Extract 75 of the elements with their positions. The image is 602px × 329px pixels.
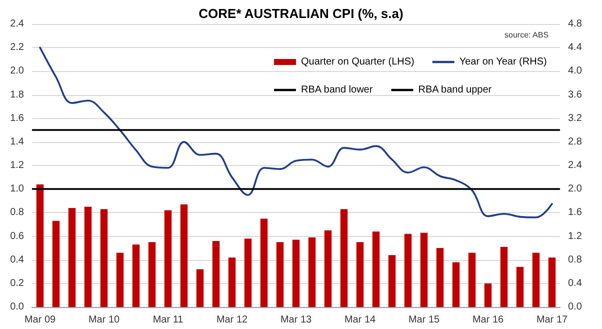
bar	[36, 184, 44, 307]
bar	[276, 242, 284, 307]
y-tick-label: 2.4	[10, 18, 24, 30]
x-tick-label: Mar 10	[88, 314, 120, 326]
legend-label: Quarter on Quarter (LHS)	[300, 56, 414, 68]
bar	[388, 255, 396, 307]
line-series	[39, 46, 553, 218]
y2-tick-label: 4.0	[568, 66, 582, 77]
bar	[324, 230, 332, 307]
x-tick-label: Mar 14	[344, 314, 376, 326]
bar	[532, 252, 540, 307]
bar	[292, 240, 300, 307]
chart-title: CORE* AUSTRALIAN CPI (%, s.a)	[198, 6, 404, 21]
y-tick-label: 1.4	[10, 136, 24, 148]
bar	[484, 283, 492, 307]
bar	[52, 220, 60, 307]
x-tick-label: Mar 09	[24, 314, 56, 326]
bar	[500, 246, 508, 307]
y2-tick-label: 4.8	[568, 18, 582, 30]
x-tick-label: Mar 12	[216, 314, 248, 326]
bar	[356, 242, 364, 307]
bar	[180, 204, 188, 307]
y-tick-label: 1.0	[10, 184, 24, 195]
y2-tick-label: 2.8	[568, 136, 582, 148]
bar	[340, 209, 348, 307]
bar	[212, 240, 220, 307]
y-tick-label: 0.0	[10, 302, 24, 312]
bar	[84, 206, 92, 307]
bar	[516, 266, 524, 307]
y-tick-label: 0.2	[10, 278, 24, 289]
x-tick-label: Mar 11	[152, 314, 184, 326]
y2-tick-label: 1.2	[568, 230, 582, 242]
y-tick-label: 0.4	[10, 254, 24, 266]
x-tick-label: Mar 15	[408, 314, 440, 326]
bar	[372, 232, 380, 307]
y-tick-label: 0.8	[10, 207, 24, 218]
bar	[132, 244, 140, 307]
bar	[436, 248, 444, 307]
y-tick-label: 1.8	[10, 89, 24, 100]
y2-tick-label: 4.4	[568, 42, 582, 54]
y2-tick-label: 0.0	[568, 302, 582, 312]
bar	[228, 257, 236, 307]
y2-tick-label: 3.6	[568, 89, 582, 100]
annotation: source: ABS	[504, 30, 549, 40]
bar	[116, 252, 124, 307]
bar	[548, 257, 556, 307]
bar	[260, 218, 268, 307]
bar	[404, 234, 412, 307]
x-tick-label: Mar 16	[472, 314, 504, 326]
bar	[196, 269, 204, 307]
y2-tick-label: 2.4	[568, 160, 582, 171]
x-tick-label: Mar 17	[536, 314, 568, 326]
bar	[468, 252, 476, 307]
bar	[148, 242, 156, 307]
y2-tick-label: 0.4	[568, 278, 582, 289]
bar	[244, 238, 252, 307]
bar	[164, 210, 172, 307]
legend-label: RBA band lower	[300, 84, 374, 96]
y2-tick-label: 3.2	[568, 112, 582, 124]
y2-tick-label: 0.8	[568, 254, 582, 266]
bar	[100, 209, 108, 307]
bar	[452, 262, 460, 307]
y2-tick-label: 1.6	[568, 207, 582, 218]
x-tick-label: Mar 13	[280, 314, 312, 326]
y-tick-label: 1.2	[10, 160, 24, 171]
legend-label: Year on Year (RHS)	[459, 56, 547, 68]
y-tick-label: 1.6	[10, 112, 24, 124]
bar	[68, 208, 76, 307]
y-tick-label: 2.2	[10, 42, 24, 54]
y-tick-label: 0.6	[10, 230, 24, 242]
bar	[420, 232, 428, 307]
bar	[308, 237, 316, 307]
legend-label: RBA band upper	[418, 84, 492, 96]
y2-tick-label: 2.0	[568, 184, 582, 195]
y-tick-label: 2.0	[10, 66, 24, 77]
